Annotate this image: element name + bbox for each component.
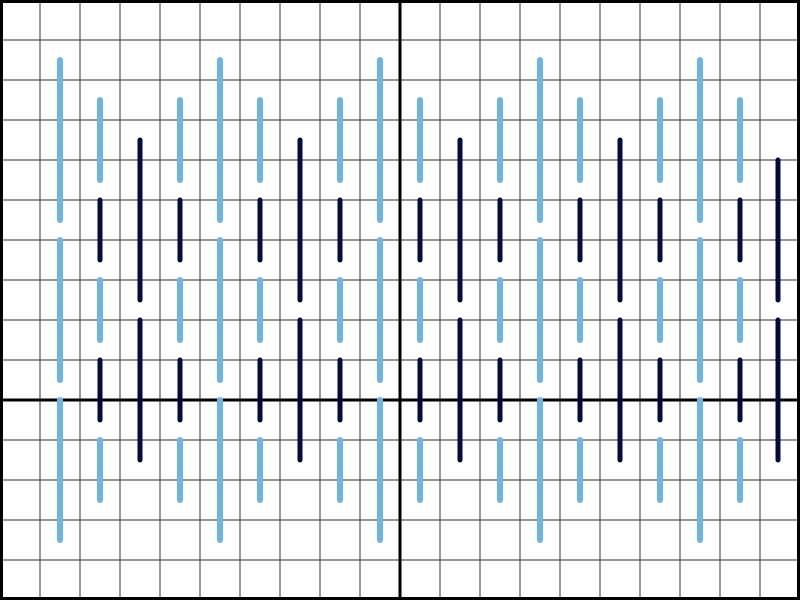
segments bbox=[57, 57, 781, 543]
